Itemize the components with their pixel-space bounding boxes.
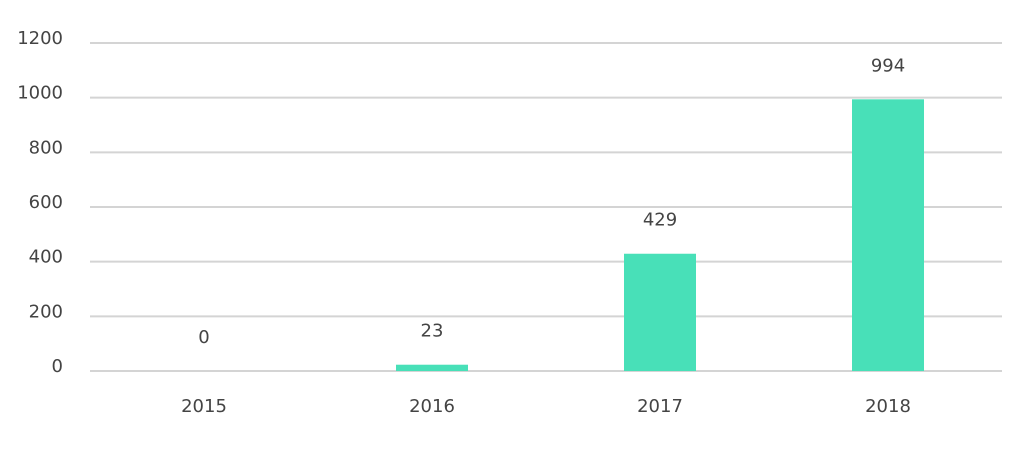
x-tick-label: 2017: [637, 396, 683, 417]
data-label: 429: [643, 210, 677, 231]
bar: [396, 364, 468, 371]
y-tick-label: 1200: [17, 28, 63, 49]
data-label: 23: [421, 321, 444, 342]
y-tick-label: 800: [29, 137, 63, 158]
y-tick-label: 400: [29, 247, 63, 268]
x-tick-label: 2016: [409, 396, 455, 417]
y-tick-label: 600: [29, 192, 63, 213]
x-tick-label: 2018: [865, 396, 911, 417]
x-tick-label: 2015: [181, 396, 227, 417]
bar: [852, 99, 924, 371]
y-tick-label: 0: [52, 356, 63, 377]
data-label: 0: [198, 327, 209, 348]
bar: [624, 253, 696, 371]
data-label: 994: [871, 55, 905, 76]
y-tick-label: 200: [29, 301, 63, 322]
y-tick-label: 1000: [17, 83, 63, 104]
